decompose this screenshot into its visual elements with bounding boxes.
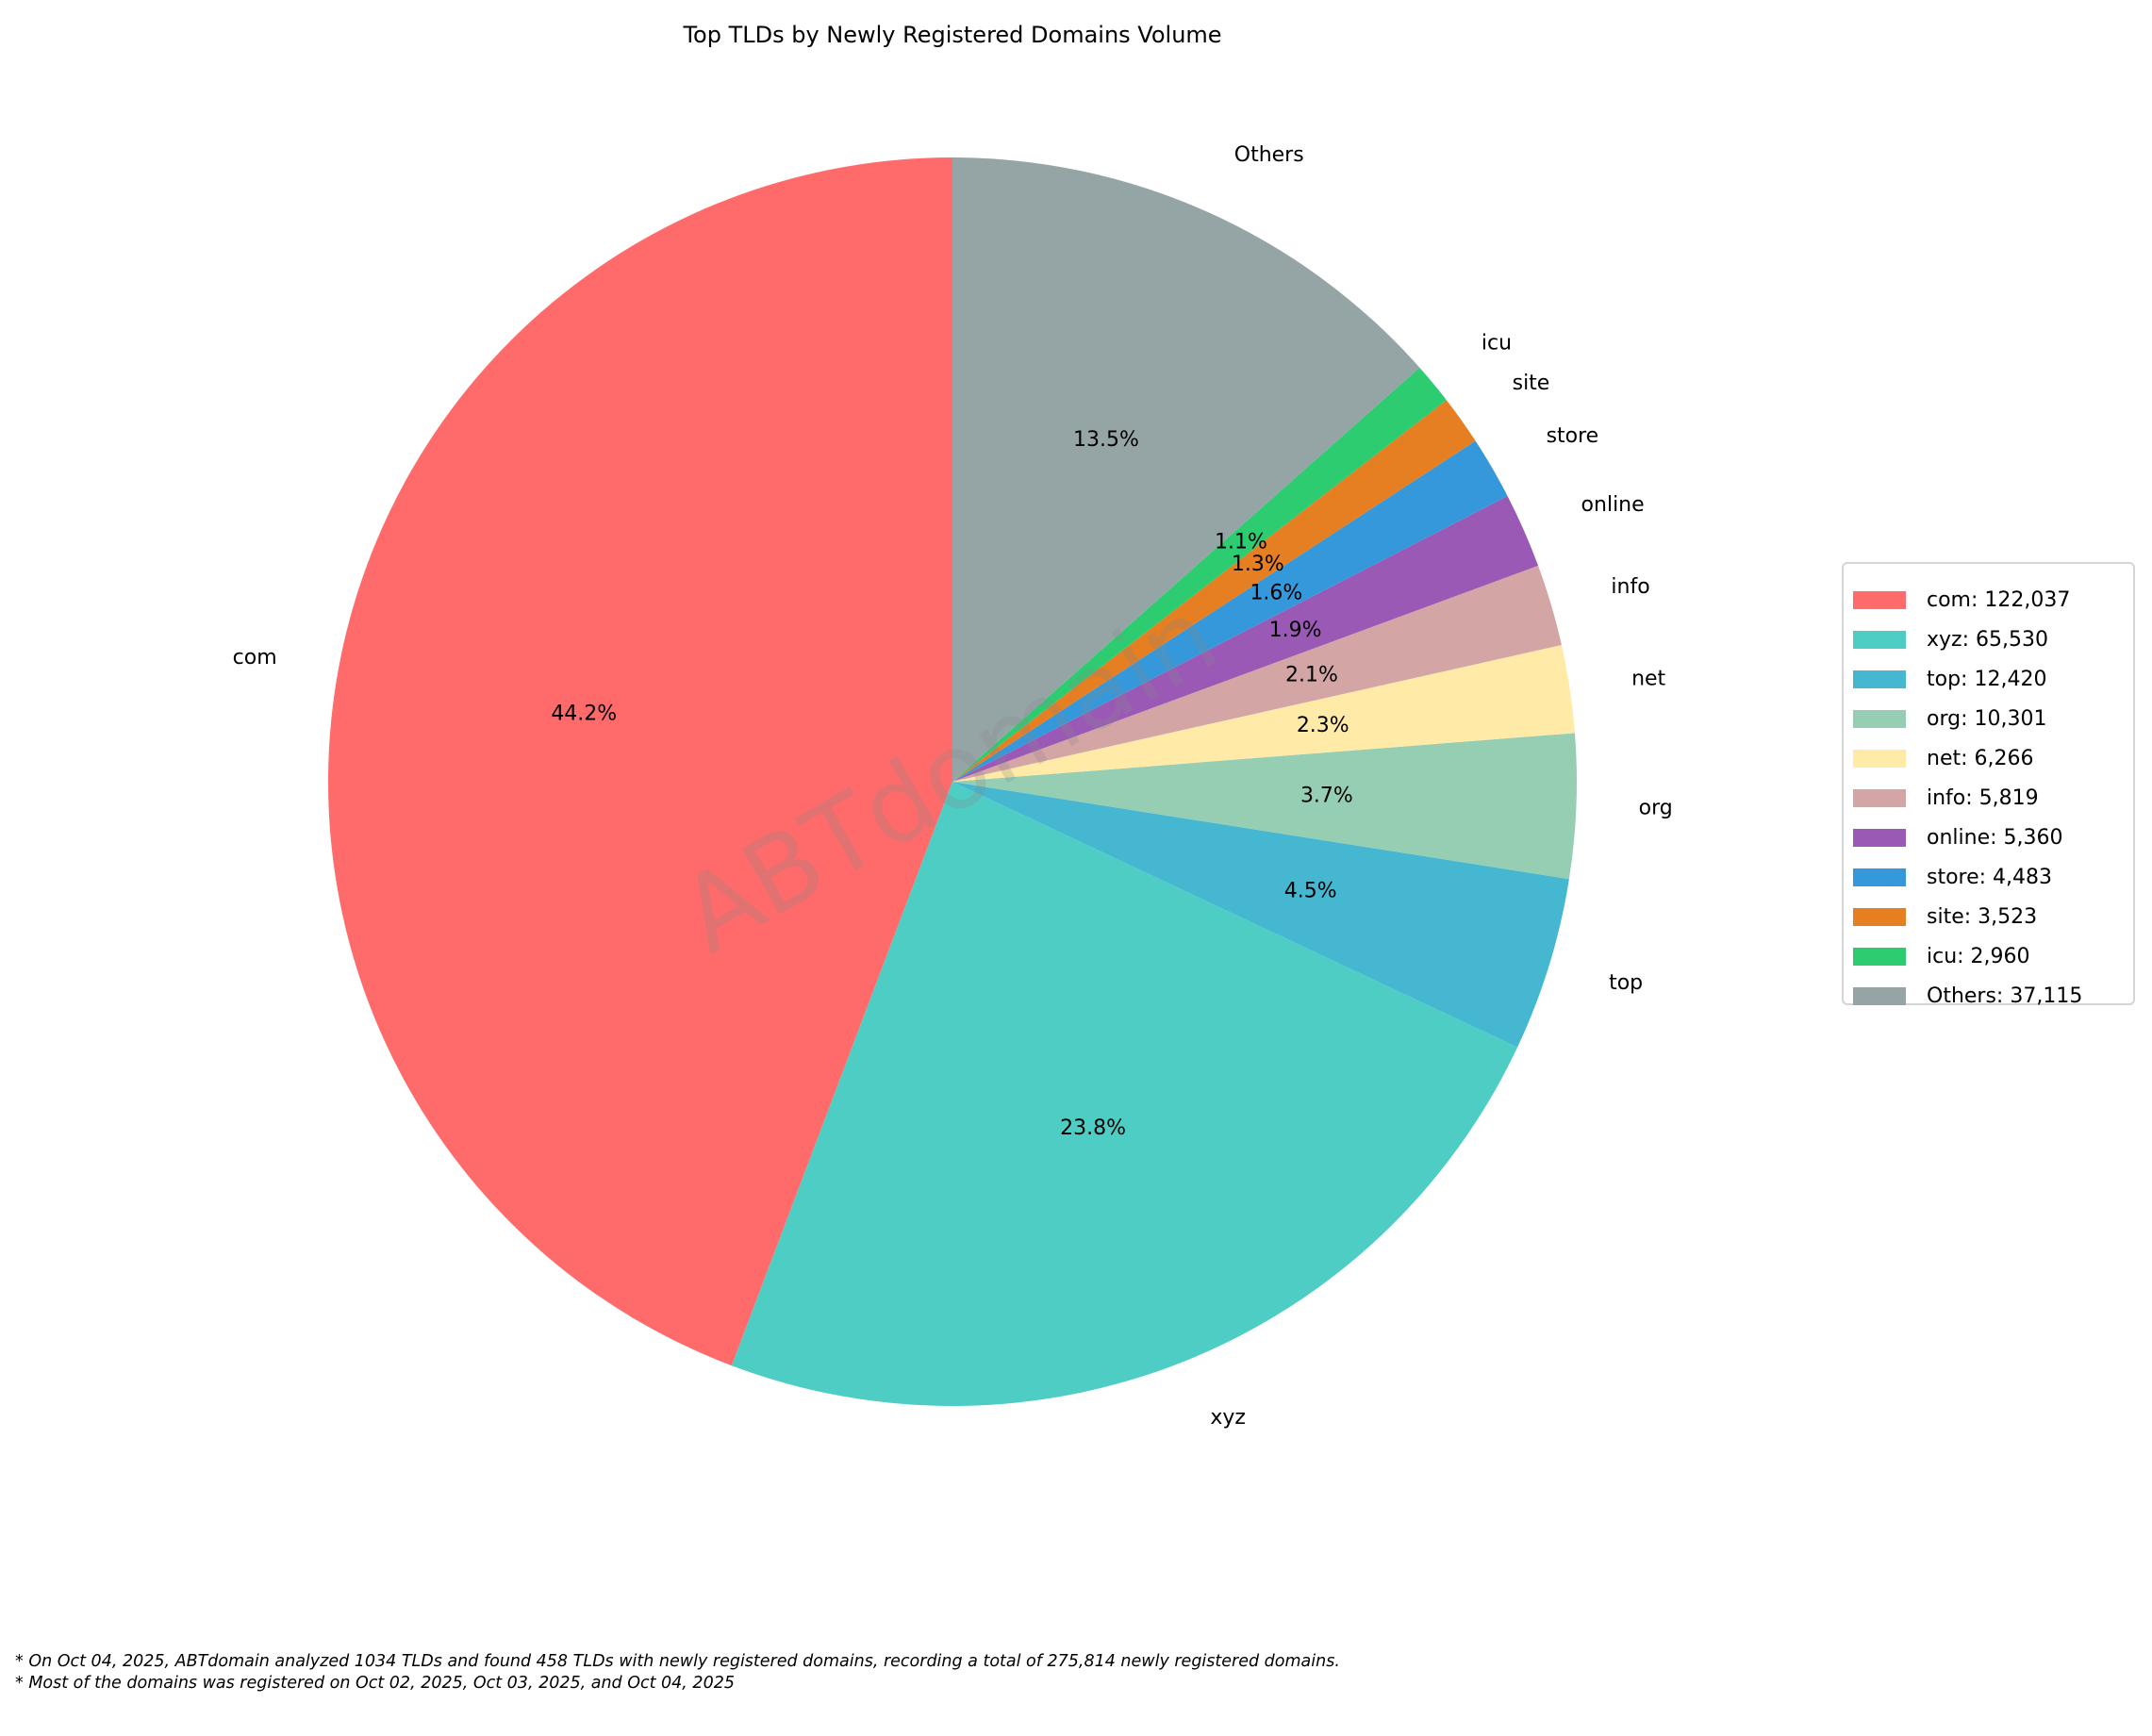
legend-swatch-site [1853,908,1906,926]
legend-entry-top: top: 12,420 [1927,668,2046,691]
percent-label-top: 4.5% [1284,880,1337,903]
footnote-1: * On Oct 04, 2025, ABTdomain analyzed 10… [15,1652,1340,1671]
legend-swatch-net [1853,750,1906,768]
percent-label-icu: 1.1% [1215,531,1267,554]
legend-swatch-org [1853,710,1906,728]
legend-swatch-Others [1853,987,1906,1005]
legend-swatch-icu [1853,948,1906,966]
legend-swatch-online [1853,829,1906,847]
percent-label-xyz: 23.8% [1060,1116,1126,1140]
percent-label-com: 44.2% [551,703,617,726]
percent-label-info: 2.1% [1285,664,1338,687]
slice-label-store: store [1547,424,1599,448]
slice-label-online: online [1581,493,1645,517]
pie-slice-icu [952,367,1447,782]
slice-label-site: site [1513,372,1550,395]
legend-box [1842,562,2135,1005]
pie-slice-site [952,400,1476,782]
pie-slice-xyz [731,782,1518,1406]
pie-labels: com 44.2% xyz 23.8% top 4.5% org 3.7% net 2.3% inf… [233,143,1673,1430]
percent-label-store: 1.6% [1250,581,1302,604]
percent-label-online: 1.9% [1269,619,1322,642]
legend: com: 122,037 xyz: 65,530 top: 12,420 org: 1… [1842,562,2135,1008]
legend-entry-com: com: 122,037 [1927,588,2070,612]
footnote-2: * Most of the domains was registered on … [15,1674,735,1693]
percent-label-net: 2.3% [1297,714,1349,737]
legend-entry-store: store: 4,483 [1927,866,2052,889]
pie-slice-net [952,645,1575,782]
legend-entry-icu: icu: 2,960 [1927,945,2030,968]
legend-entry-Others: Others: 37,115 [1927,984,2082,1008]
legend-entry-xyz: xyz: 65,530 [1927,628,2048,652]
pie-slice-top [952,782,1569,1048]
slice-label-icu: icu [1482,332,1512,355]
pie-slice-info [952,565,1562,782]
pie-slice-store [952,440,1508,782]
legend-swatch-com [1853,591,1906,609]
legend-swatch-store [1853,868,1906,886]
slice-label-info: info [1611,575,1649,599]
legend-swatch-top [1853,670,1906,688]
pie-slice-Others [952,157,1420,782]
percent-label-site: 1.3% [1232,553,1284,576]
percent-label-Others: 13.5% [1073,428,1139,452]
pie-slice-online [952,495,1539,782]
slice-label-xyz: xyz [1210,1406,1246,1430]
pie-slice-org [952,733,1577,880]
pie-slice-com [328,157,952,1366]
legend-entry-info: info: 5,819 [1927,786,2039,810]
slice-label-org: org [1639,797,1673,820]
slice-label-net: net [1631,668,1665,691]
pie-slices [328,157,1577,1406]
legend-entry-net: net: 6,266 [1927,747,2034,770]
legend-entry-org: org: 10,301 [1927,707,2046,731]
slice-label-Others: Others [1234,143,1304,167]
percent-label-org: 3.7% [1300,785,1353,808]
slice-label-com: com [233,646,277,670]
chart-title: Top TLDs by Newly Registered Domains Vol… [682,22,1221,48]
legend-swatch-xyz [1853,631,1906,649]
legend-entry-online: online: 5,360 [1927,826,2063,850]
legend-entry-site: site: 3,523 [1927,905,2037,929]
slice-label-top: top [1609,971,1643,995]
legend-swatch-info [1853,789,1906,807]
